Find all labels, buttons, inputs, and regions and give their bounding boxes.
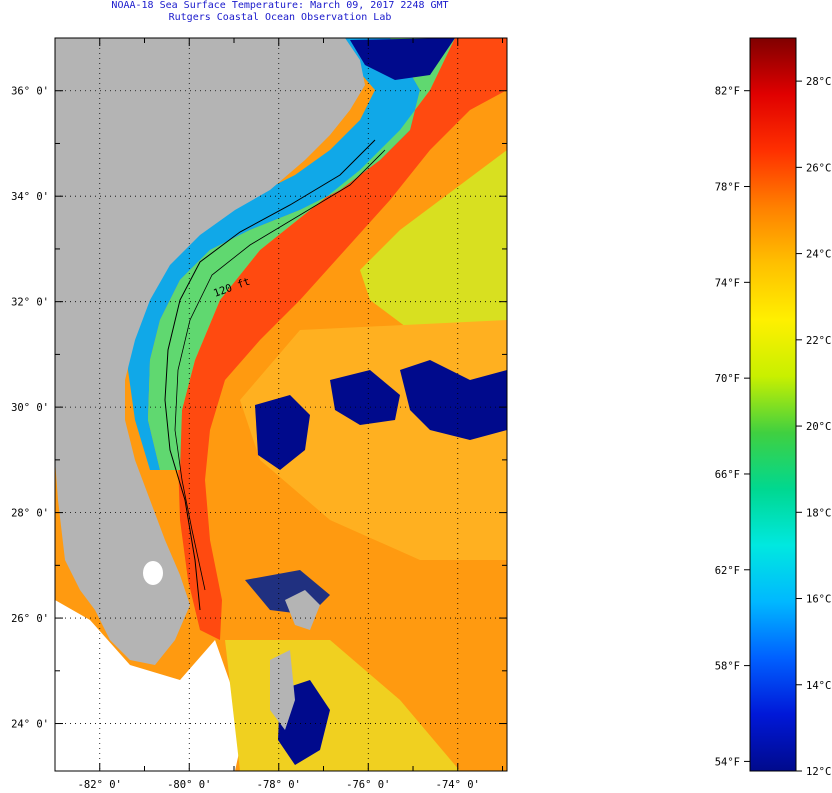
map-subtitle: Rutgers Coastal Ocean Observation Lab: [168, 12, 392, 23]
colorbar-f-label: 62°F: [715, 565, 740, 577]
lon-label: -76° 0': [346, 779, 390, 791]
colorbar-f-label: 78°F: [715, 182, 740, 194]
graticule: [55, 38, 507, 771]
colorbar-f-label: 74°F: [715, 277, 740, 289]
lat-label: 28° 0': [11, 508, 49, 520]
gulf-stream: [178, 38, 507, 640]
lat-label: 30° 0': [11, 402, 49, 414]
colorbar-f-label: 54°F: [715, 756, 740, 768]
lat-label: 26° 0': [11, 613, 49, 625]
colorbar-celsius-labels: 28°C 26°C 24°C 22°C 20°C 18°C 16°C 14°C 12°C: [796, 76, 831, 778]
colorbar-ramp: [750, 38, 796, 771]
lat-label: 32° 0': [11, 297, 49, 309]
lon-label: -78° 0': [257, 779, 301, 791]
lon-label: -80° 0': [167, 779, 211, 791]
colorbar-c-label: 20°C: [806, 421, 831, 433]
cloud-patch: [255, 395, 310, 470]
colorbar-c-label: 22°C: [806, 335, 831, 347]
lat-label: 36° 0': [11, 86, 49, 98]
lon-label: -82° 0': [78, 779, 122, 791]
cloud-patch: [350, 38, 455, 80]
colorbar-c-label: 26°C: [806, 162, 831, 174]
south-no-data: [55, 600, 245, 771]
colorbar-c-label: 16°C: [806, 594, 831, 606]
sst-map[interactable]: 120 ft: [55, 38, 507, 771]
isobath-120ft: [164, 139, 376, 611]
colorbar-c-label: 14°C: [806, 680, 831, 692]
colorbar-fahrenheit-labels: 82°F 78°F 74°F 70°F 66°F 62°F 58°F 54°F: [715, 86, 750, 768]
shelf-cool-water: [148, 38, 455, 470]
map-frame: [54, 37, 508, 772]
us-land: [55, 38, 365, 665]
colorbar-f-label: 70°F: [715, 373, 740, 385]
latitude-labels: 36° 0' 34° 0' 32° 0' 30° 0' 28° 0' 26° 0' 24° …: [11, 86, 49, 731]
lat-label: 34° 0': [11, 191, 49, 203]
colorbar-f-label: 58°F: [715, 661, 740, 673]
colorbar-c-label: 24°C: [806, 249, 831, 261]
longitude-labels: -82° 0' -80° 0' -78° 0' -76° 0' -74° 0': [78, 779, 480, 791]
shelf-cold-water: [128, 38, 420, 470]
cloud-patch: [400, 360, 507, 440]
lake-okeechobee: [143, 561, 163, 585]
colorbar-c-label: 28°C: [806, 76, 831, 88]
colorbar-f-label: 82°F: [715, 86, 740, 98]
colorbar-frame: [749, 37, 797, 772]
andros-land: [270, 650, 295, 730]
lat-label: 24° 0': [11, 719, 49, 731]
bahamas-land: [285, 590, 320, 630]
colorbar: 82°F 78°F 74°F 70°F 66°F 62°F 58°F 54°F 28°C 26°…: [715, 37, 831, 778]
colorbar-c-label: 12°C: [806, 766, 831, 778]
colorbar-f-label: 66°F: [715, 469, 740, 481]
map-title: NOAA-18 Sea Surface Temperature: March 0…: [111, 0, 449, 11]
cloud-patch: [330, 370, 400, 425]
colorbar-c-label: 18°C: [806, 507, 831, 519]
offshore-cool-water: [360, 150, 507, 340]
lon-label: -74° 0': [436, 779, 480, 791]
isobath-deep: [174, 149, 386, 591]
